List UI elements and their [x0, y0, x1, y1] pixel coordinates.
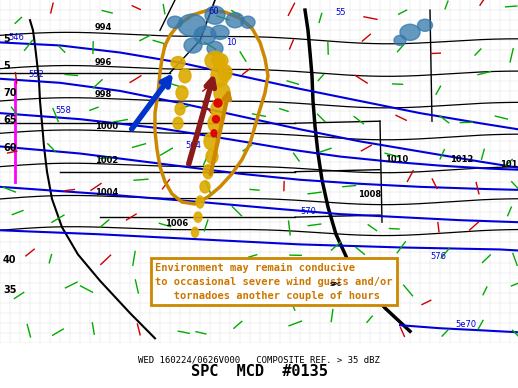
Ellipse shape [241, 16, 255, 28]
Text: 1006: 1006 [165, 219, 188, 228]
Ellipse shape [206, 149, 218, 164]
Ellipse shape [194, 26, 216, 45]
Ellipse shape [394, 35, 406, 45]
Ellipse shape [207, 42, 223, 55]
Text: 1004: 1004 [95, 188, 118, 197]
Ellipse shape [226, 13, 244, 28]
Ellipse shape [184, 38, 202, 53]
Ellipse shape [211, 100, 225, 118]
Text: Environment may remain conducive
to occasional severe wind gusts and/or
   torna: Environment may remain conducive to occa… [155, 263, 393, 301]
Ellipse shape [205, 6, 225, 24]
Text: SPC  MCD  #0135: SPC MCD #0135 [191, 364, 327, 379]
Ellipse shape [179, 69, 191, 83]
Ellipse shape [212, 54, 228, 68]
Text: 1014: 1014 [500, 159, 518, 169]
Text: 35: 35 [3, 285, 17, 295]
Text: 65: 65 [3, 115, 17, 125]
Ellipse shape [211, 130, 217, 137]
Text: 40: 40 [3, 255, 17, 265]
Text: 570: 570 [300, 207, 316, 216]
Ellipse shape [171, 57, 185, 69]
Ellipse shape [214, 99, 222, 107]
Text: 70: 70 [3, 88, 17, 98]
Text: 60: 60 [3, 144, 17, 154]
Ellipse shape [178, 14, 206, 36]
Text: 55: 55 [335, 8, 346, 17]
Ellipse shape [208, 114, 222, 132]
Text: 576: 576 [430, 251, 446, 261]
Ellipse shape [418, 19, 433, 31]
Ellipse shape [176, 86, 188, 100]
Text: 552: 552 [28, 70, 44, 79]
Bar [325, 275, 347, 295]
Ellipse shape [167, 16, 182, 28]
Ellipse shape [214, 83, 230, 103]
Text: 1002: 1002 [95, 156, 118, 165]
Ellipse shape [400, 24, 420, 40]
Text: 1012: 1012 [450, 154, 473, 164]
Text: WED 160224/0626V000   COMPOSITE REF. > 35 dBZ: WED 160224/0626V000 COMPOSITE REF. > 35 … [138, 355, 380, 364]
Ellipse shape [175, 103, 185, 115]
Text: 994: 994 [95, 23, 112, 32]
Ellipse shape [211, 65, 229, 87]
Ellipse shape [205, 52, 225, 70]
Text: 558: 558 [55, 106, 71, 115]
Ellipse shape [200, 181, 210, 193]
Text: 60: 60 [208, 7, 219, 16]
Text: 10: 10 [226, 38, 237, 47]
Ellipse shape [218, 65, 232, 81]
Ellipse shape [204, 133, 216, 149]
Ellipse shape [194, 212, 202, 222]
Text: 5e70: 5e70 [455, 320, 476, 329]
Text: 996: 996 [95, 58, 112, 67]
Text: 998: 998 [95, 90, 112, 99]
Ellipse shape [173, 117, 183, 129]
Text: 564: 564 [185, 142, 201, 151]
Text: 5: 5 [3, 61, 10, 71]
Text: 1000: 1000 [95, 122, 118, 131]
Ellipse shape [192, 227, 198, 237]
Text: 546: 546 [8, 33, 24, 42]
Ellipse shape [212, 116, 220, 123]
Ellipse shape [196, 196, 204, 208]
Text: 1010: 1010 [385, 154, 408, 164]
Text: SPC: SPC [330, 282, 342, 287]
Text: 1008: 1008 [358, 190, 381, 199]
Ellipse shape [211, 25, 229, 40]
Text: 5: 5 [3, 35, 10, 44]
Ellipse shape [203, 165, 213, 179]
